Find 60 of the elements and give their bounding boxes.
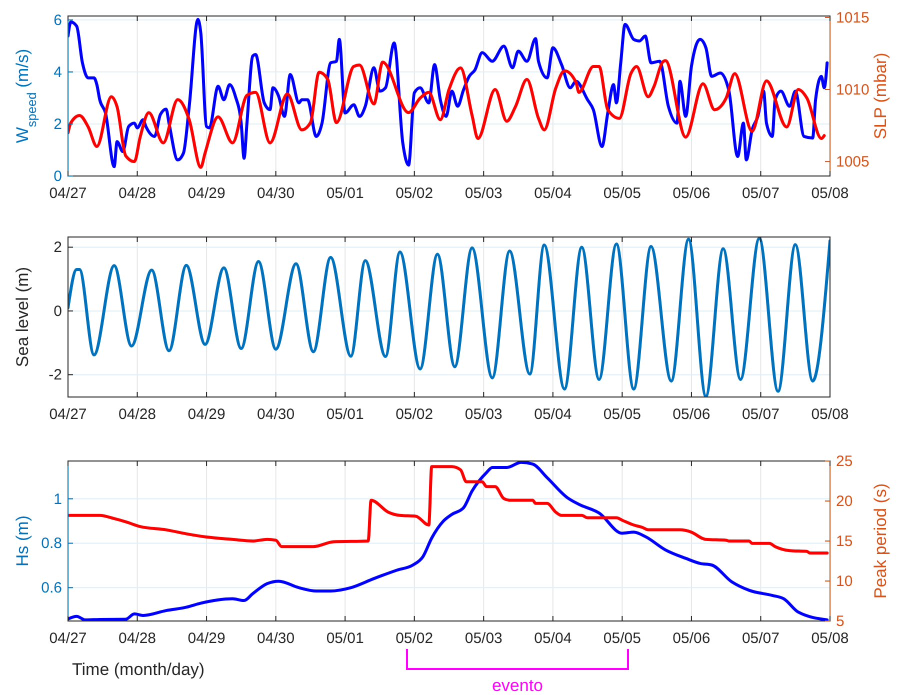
x-tick-label: 04/28 [118,185,156,202]
y2-tick-label: 1005 [836,154,870,171]
y-tick-label: 4 [54,64,62,81]
x-tick-label: 04/28 [118,630,156,647]
x-tick-label: 05/03 [464,185,502,202]
y-tick-label: 1 [54,490,62,508]
y2-tick-label: 10 [836,573,853,590]
y2-tick-label: 15 [836,533,853,550]
y-tick-label: 2 [54,239,62,256]
x-tick-label: 05/04 [534,406,572,423]
y2-tick-label: 20 [836,493,853,510]
x-tick-label: 05/01 [326,406,364,423]
x-tick-label: 05/06 [672,185,710,202]
x-tick-label: 05/08 [811,406,849,423]
y2-axis-title: Peak period (s) [871,483,890,599]
y2-tick-label: 5 [836,613,844,630]
x-tick-label: 04/27 [49,185,87,202]
x-tick-label: 04/29 [188,406,226,423]
y-tick-label: 0 [54,302,62,320]
y-axis-title: Hs (m) [13,516,32,566]
x-tick-label: 05/02 [396,185,434,202]
y-tick-label: 0 [54,168,62,185]
x-tick-label: 05/07 [742,185,780,202]
x-tick-label: 04/28 [118,406,156,423]
x-tick-label: 05/08 [811,630,849,647]
x-tick-label: 04/27 [49,406,87,423]
y2-tick-label: 1015 [836,9,870,26]
y-axis-title: Sea level (m) [13,266,32,368]
x-tick-label: 04/30 [257,630,295,647]
x-tick-label: 04/29 [188,185,226,202]
x-axis-title: Time (month/day) [72,660,205,679]
x-tick-label: 05/02 [396,630,434,647]
x-tick-label: 05/02 [396,406,434,423]
x-tick-label: 05/04 [534,185,572,202]
x-tick-label: 05/05 [603,406,641,423]
x-tick-label: 04/27 [49,630,87,647]
y-tick-label: 6 [54,12,62,29]
x-tick-label: 05/03 [464,406,502,423]
text: evento [492,676,544,695]
y2-tick-label: 25 [836,453,853,470]
x-tick-label: 05/01 [326,185,364,202]
x-tick-label: 05/01 [326,630,364,647]
y-tick-label: -2 [48,366,62,384]
y-tick-label: 2 [54,116,62,133]
y2-tick-label: 1010 [836,82,870,99]
x-tick-label: 05/06 [672,406,710,423]
x-tick-label: 05/07 [742,630,780,647]
x-tick-label: 04/30 [257,406,295,423]
y2-axis-title: SLP (mbar) [871,52,890,140]
x-tick-label: 05/05 [603,185,641,202]
x-tick-label: 04/30 [257,185,295,202]
x-tick-label: 05/06 [672,630,710,647]
x-tick-label: 05/05 [603,630,641,647]
y-tick-label: 0.6 [41,580,62,597]
x-tick-label: 05/08 [811,185,849,202]
x-tick-label: 05/04 [534,630,572,647]
x-tick-label: 05/03 [464,630,502,647]
x-tick-label: 05/07 [742,406,780,423]
y-tick-label: 0.8 [41,535,62,552]
x-tick-label: 04/29 [188,630,226,647]
